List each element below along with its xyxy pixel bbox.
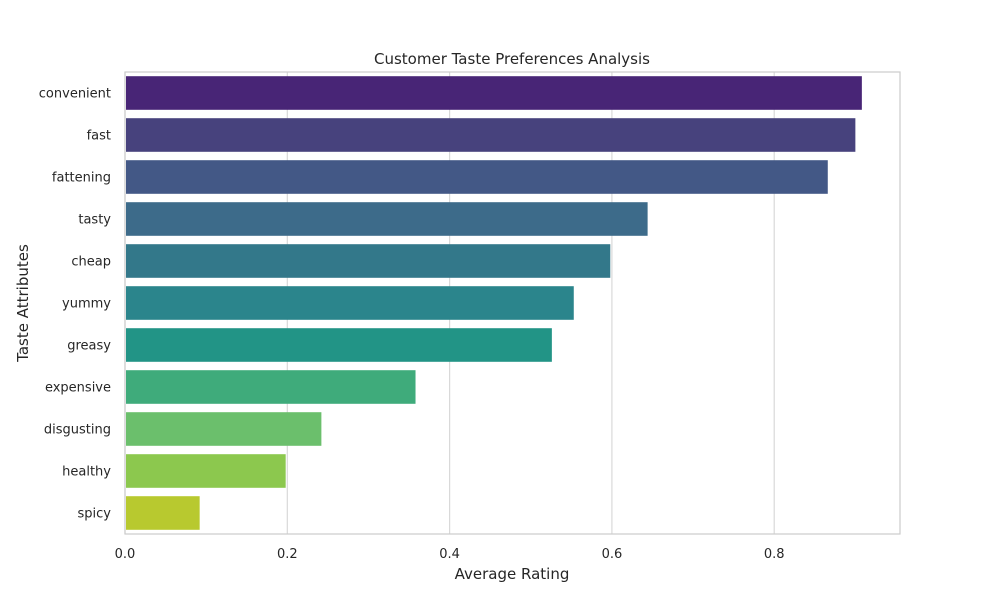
- y-tick-label: greasy: [67, 339, 111, 354]
- x-tick-label: 0.6: [602, 547, 623, 562]
- bar-fast: [126, 118, 856, 152]
- x-axis-title: Average Rating: [455, 565, 570, 583]
- bar-greasy: [126, 328, 552, 362]
- bar-expensive: [126, 370, 416, 404]
- x-tick-label: 0.8: [764, 547, 785, 562]
- y-tick-label: expensive: [45, 381, 111, 396]
- bar-fattening: [126, 160, 828, 194]
- bar-spicy: [126, 496, 200, 530]
- y-axis-title: Taste Attributes: [14, 244, 32, 363]
- bar-cheap: [126, 244, 611, 278]
- y-tick-label: yummy: [62, 297, 111, 312]
- y-tick-label: fast: [87, 129, 111, 144]
- y-axis-ticks: convenient fast fattening tasty cheap yummy gr…: [39, 87, 112, 522]
- y-tick-label: convenient: [39, 87, 111, 102]
- bar-yummy: [126, 286, 574, 320]
- bar-disgusting: [126, 412, 322, 446]
- y-tick-label: tasty: [78, 213, 111, 228]
- bar-tasty: [126, 202, 648, 236]
- x-tick-label: 0.4: [439, 547, 460, 562]
- x-tick-label: 0.0: [115, 547, 136, 562]
- y-tick-label: healthy: [62, 465, 111, 480]
- x-axis-ticks: 0.0 0.2 0.4 0.6 0.8: [115, 547, 785, 562]
- y-tick-label: cheap: [71, 255, 111, 270]
- bars: [126, 76, 862, 530]
- bar-healthy: [126, 454, 286, 488]
- chart-title: Customer Taste Preferences Analysis: [374, 50, 650, 68]
- x-tick-label: 0.2: [277, 547, 298, 562]
- plot-frame: [124, 71, 901, 535]
- bar-convenient: [126, 76, 862, 110]
- y-tick-label: disgusting: [44, 423, 111, 438]
- y-tick-label: spicy: [78, 507, 112, 522]
- y-tick-label: fattening: [52, 171, 111, 186]
